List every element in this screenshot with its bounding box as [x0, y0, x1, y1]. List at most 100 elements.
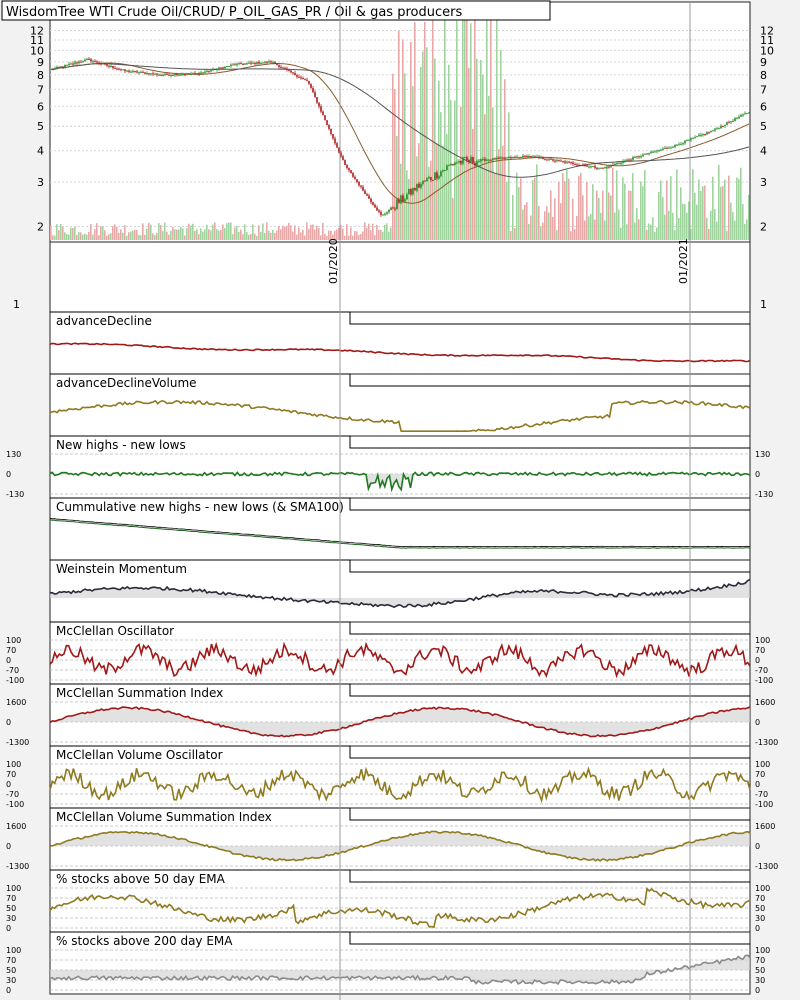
candle-body — [118, 68, 120, 70]
price-tick-right: 9 — [760, 56, 767, 69]
volume-bar — [488, 95, 490, 241]
volume-bar — [360, 234, 362, 240]
volume-bar — [462, 2, 464, 241]
volume-bar — [386, 223, 388, 240]
panel-tick-left: -70 — [6, 790, 19, 799]
candle-body — [696, 136, 698, 138]
candle-body — [534, 156, 536, 158]
volume-bar — [94, 229, 96, 240]
candle-body — [466, 157, 468, 161]
volume-bar — [706, 217, 708, 240]
candle-body — [708, 132, 710, 134]
volume-bar — [142, 223, 144, 240]
volume-bar — [224, 228, 226, 240]
volume-bar — [286, 226, 288, 240]
candle-body — [56, 66, 58, 69]
candle-body — [104, 63, 106, 65]
volume-bar — [696, 204, 698, 240]
candle-body — [622, 161, 624, 163]
candle-body — [522, 155, 524, 158]
volume-bar — [428, 166, 430, 240]
candle-body — [260, 63, 262, 65]
panel-tick-left: 50 — [6, 904, 16, 913]
panel-tick-left: 100 — [6, 760, 21, 769]
volume-bar — [152, 233, 154, 240]
volume-bar — [228, 222, 230, 240]
candle-body — [384, 213, 386, 215]
panel-fill — [50, 472, 750, 490]
candle-body — [304, 78, 306, 80]
candle-body — [484, 158, 486, 161]
candle-body — [242, 63, 244, 65]
volume-bar — [452, 198, 454, 240]
candle-body — [496, 157, 498, 160]
candle-body — [560, 160, 562, 162]
volume-bar — [622, 177, 624, 240]
volume-bar — [292, 231, 294, 240]
candle-body — [238, 63, 240, 65]
panel-tick-left: -100 — [6, 676, 24, 685]
candle-body — [214, 68, 216, 70]
candle-body — [614, 163, 616, 165]
panel-tick-right: 130 — [755, 450, 770, 459]
volume-bar — [158, 223, 160, 240]
candle-body — [350, 170, 352, 174]
candle-body — [556, 160, 558, 162]
candle-body — [670, 147, 672, 149]
volume-bar — [490, 3, 492, 241]
panel-tick-left: 100 — [6, 946, 21, 955]
candle-body — [420, 183, 422, 188]
candle-body — [714, 128, 716, 131]
candle-body — [604, 167, 606, 169]
volume-bar — [144, 234, 146, 240]
candle-body — [646, 153, 648, 155]
price-tick-bottom-right: 1 — [760, 298, 767, 311]
price-tick-bottom-left: 1 — [13, 298, 20, 311]
volume-bar — [592, 184, 594, 240]
candle-body — [266, 61, 268, 63]
panel-line — [49, 706, 751, 738]
candle-body — [182, 74, 184, 76]
panel-line — [49, 471, 751, 493]
candle-body — [460, 160, 462, 164]
candle-body — [672, 146, 674, 148]
candle-body — [312, 88, 314, 93]
volume-bar — [458, 165, 460, 240]
volume-bar — [70, 227, 72, 240]
candle-body — [644, 153, 646, 155]
volume-bar — [640, 181, 642, 240]
volume-bar — [226, 223, 228, 240]
panel-tick-right: 0 — [755, 924, 760, 933]
candle-body — [190, 73, 192, 75]
volume-bar — [672, 212, 674, 240]
volume-bar — [632, 173, 634, 240]
volume-bar — [736, 177, 738, 240]
candle-body — [256, 62, 258, 64]
panel-fill — [50, 831, 750, 861]
candle-body — [264, 61, 266, 63]
volume-bar — [82, 234, 84, 240]
candle-body — [520, 156, 522, 158]
price-tick-right: 7 — [760, 83, 767, 96]
volume-bar — [500, 50, 502, 240]
volume-bar — [236, 226, 238, 240]
candle-body — [390, 207, 392, 211]
candle-body — [624, 160, 626, 162]
volume-bar — [414, 22, 416, 240]
panel-tick-right: 100 — [755, 760, 770, 769]
volume-bar — [568, 178, 570, 240]
candle-body — [398, 199, 400, 204]
volume-bar — [278, 225, 280, 240]
volume-bar — [78, 232, 80, 240]
candle-body — [330, 128, 332, 135]
candle-body — [526, 156, 528, 158]
volume-bar — [556, 230, 558, 240]
volume-bar — [196, 229, 198, 240]
candle-body — [736, 118, 738, 120]
candle-body — [728, 122, 730, 124]
candle-body — [62, 66, 64, 68]
volume-bar — [174, 229, 176, 240]
volume-bar — [370, 230, 372, 240]
candle-body — [636, 156, 638, 158]
